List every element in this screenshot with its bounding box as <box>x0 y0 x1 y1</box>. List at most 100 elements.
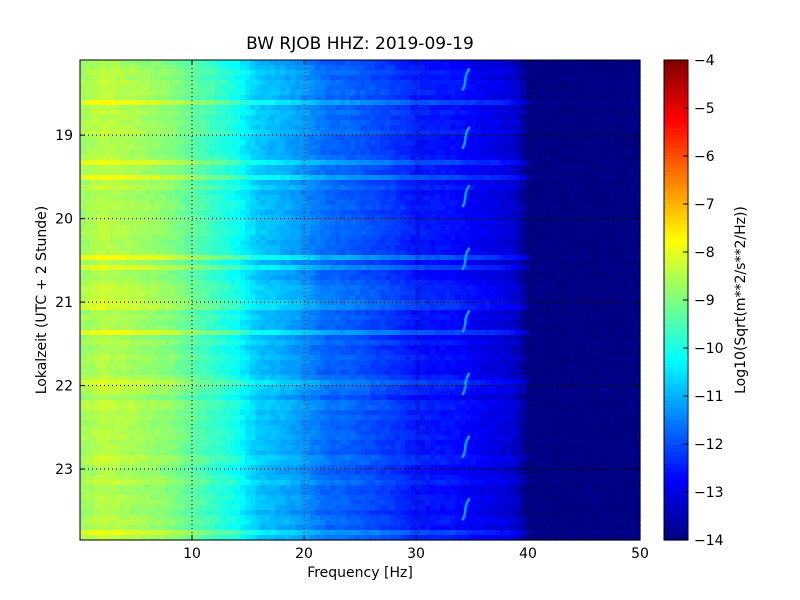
heatmap-cell <box>215 110 221 116</box>
heatmap-cell <box>265 265 271 271</box>
heatmap-cell <box>160 70 166 76</box>
heatmap-cell <box>300 265 306 271</box>
heatmap-cell <box>110 110 116 116</box>
heatmap-cell <box>100 140 106 146</box>
heatmap-cell <box>435 130 441 136</box>
heatmap-cell <box>275 185 281 191</box>
heatmap-cell <box>475 70 481 76</box>
heatmap-cell <box>285 170 291 176</box>
heatmap-cell <box>505 215 511 221</box>
heatmap-cell <box>265 70 271 76</box>
heatmap-cell <box>400 265 406 271</box>
heatmap-cell <box>190 220 196 226</box>
heatmap-cell <box>270 75 276 81</box>
heatmap-cell <box>635 260 641 266</box>
heatmap-cell <box>205 105 211 111</box>
heatmap-cell <box>460 185 466 191</box>
heatmap-cell <box>100 230 106 236</box>
heatmap-cell <box>390 150 396 156</box>
heatmap-cell <box>370 205 376 211</box>
heatmap-cell <box>130 275 136 281</box>
heatmap-cell <box>555 220 561 226</box>
heatmap-cell <box>540 205 546 211</box>
heatmap-cell <box>530 65 536 71</box>
heatmap-cell <box>265 230 271 236</box>
heatmap-cell <box>560 210 566 216</box>
heatmap-cell <box>525 165 531 171</box>
heatmap-cell <box>285 155 291 161</box>
heatmap-cell <box>580 120 586 126</box>
heatmap-cell <box>475 85 481 91</box>
heatmap-cell <box>120 260 126 266</box>
heatmap-cell <box>495 75 501 81</box>
heatmap-cell <box>290 275 296 281</box>
heatmap-cell <box>475 200 481 206</box>
heatmap-cell <box>485 275 491 281</box>
heatmap-cell <box>210 195 216 201</box>
heatmap-cell <box>335 170 341 176</box>
heatmap-cell <box>480 165 486 171</box>
heatmap-cell <box>215 120 221 126</box>
heatmap-cell <box>410 235 416 241</box>
heatmap-cell <box>410 250 416 256</box>
heatmap-cell <box>570 255 576 261</box>
heatmap-cell <box>410 170 416 176</box>
heatmap-cell <box>395 200 401 206</box>
heatmap-cell <box>130 140 136 146</box>
heatmap-cell <box>290 110 296 116</box>
heatmap-cell <box>85 145 91 151</box>
heatmap-cell <box>580 185 586 191</box>
heatmap-cell <box>500 95 506 101</box>
heatmap-cell <box>395 215 401 221</box>
heatmap-cell <box>605 120 611 126</box>
heatmap-cell <box>160 225 166 231</box>
heatmap-cell <box>205 175 211 181</box>
heatmap-cell <box>175 260 181 266</box>
heatmap-cell <box>305 270 311 276</box>
heatmap-cell <box>400 210 406 216</box>
heatmap-cell <box>500 190 506 196</box>
heatmap-cell <box>395 130 401 136</box>
heatmap-cell <box>90 105 96 111</box>
heatmap-cell <box>290 145 296 151</box>
heatmap-cell <box>305 240 311 246</box>
heatmap-cell <box>275 230 281 236</box>
heatmap-cell <box>610 155 616 161</box>
heatmap-cell <box>365 80 371 86</box>
heatmap-cell <box>120 60 126 66</box>
heatmap-cell <box>595 175 601 181</box>
heatmap-cell <box>415 275 421 281</box>
heatmap-cell <box>180 230 186 236</box>
heatmap-cell <box>140 145 146 151</box>
heatmap-cell <box>355 95 361 101</box>
heatmap-cell <box>360 230 366 236</box>
heatmap-cell <box>425 85 431 91</box>
heatmap-cell <box>555 145 561 151</box>
heatmap-cell <box>205 110 211 116</box>
heatmap-cell <box>265 275 271 281</box>
heatmap-cell <box>505 185 511 191</box>
heatmap-cell <box>375 275 381 281</box>
heatmap-cell <box>350 195 356 201</box>
heatmap-cell <box>525 205 531 211</box>
heatmap-cell <box>220 115 226 121</box>
heatmap-cell <box>620 165 626 171</box>
heatmap-cell <box>415 70 421 76</box>
heatmap-cell <box>540 195 546 201</box>
heatmap-cell <box>100 90 106 96</box>
heatmap-cell <box>475 145 481 151</box>
heatmap-cell <box>240 95 246 101</box>
heatmap-cell <box>500 140 506 146</box>
heatmap-cell <box>95 70 101 76</box>
heatmap-cell <box>535 255 541 261</box>
heatmap-cell <box>150 145 156 151</box>
heatmap-cell <box>560 220 566 226</box>
heatmap-cell <box>330 270 336 276</box>
heatmap-cell <box>195 270 201 276</box>
heatmap-cell <box>155 215 161 221</box>
heatmap-cell <box>635 90 641 96</box>
heatmap-cell <box>370 120 376 126</box>
heatmap-cell <box>135 135 141 141</box>
heatmap-cell <box>135 200 141 206</box>
heatmap-cell <box>475 90 481 96</box>
